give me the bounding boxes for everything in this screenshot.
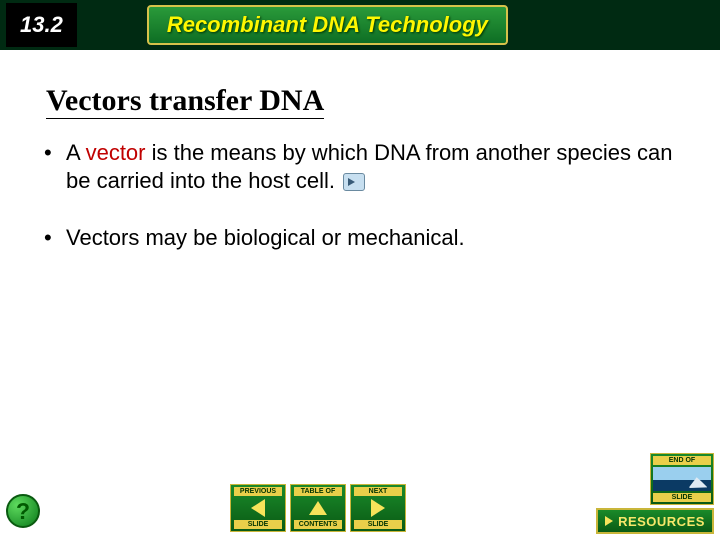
nav-label-top: NEXT <box>354 487 403 496</box>
bullet-prefix: A <box>66 140 86 165</box>
slide-content: • A vector is the means by which DNA fro… <box>44 139 676 252</box>
bullet-dot: • <box>44 224 66 252</box>
end-label-top: END OF <box>653 456 712 465</box>
nav-label-bottom: CONTENTS <box>294 520 343 529</box>
bullet-text: A vector is the means by which DNA from … <box>66 139 676 194</box>
play-icon <box>605 516 613 526</box>
nav-label-bottom: SLIDE <box>354 520 403 529</box>
arrow-up-icon <box>309 501 327 515</box>
audio-icon[interactable] <box>343 173 365 191</box>
end-of-slide-button[interactable]: END OF SLIDE <box>650 453 714 505</box>
bullet-dot: • <box>44 139 66 194</box>
next-slide-button[interactable]: NEXT SLIDE <box>350 484 406 532</box>
chapter-title: Recombinant DNA Technology <box>147 5 508 45</box>
resources-button[interactable]: RESOURCES <box>596 508 714 534</box>
table-of-contents-button[interactable]: TABLE OF CONTENTS <box>290 484 346 532</box>
help-button[interactable]: ? <box>6 494 40 528</box>
nav-center: PREVIOUS SLIDE TABLE OF CONTENTS NEXT SL… <box>230 484 406 532</box>
bullet-text: Vectors may be biological or mechanical. <box>66 224 465 252</box>
highlight-term: vector <box>86 140 146 165</box>
bullet-rest: is the means by which DNA from another s… <box>66 140 673 193</box>
previous-slide-button[interactable]: PREVIOUS SLIDE <box>230 484 286 532</box>
arrow-right-icon <box>371 499 385 517</box>
top-banner: 13.2 Recombinant DNA Technology <box>0 0 720 50</box>
section-number: 13.2 <box>6 3 77 47</box>
arrow-left-icon <box>251 499 265 517</box>
slide-title: Vectors transfer DNA <box>46 84 324 119</box>
bullet-item: • A vector is the means by which DNA fro… <box>44 139 676 194</box>
nav-label-bottom: SLIDE <box>234 520 283 529</box>
nav-label-top: PREVIOUS <box>234 487 283 496</box>
bullet-item: • Vectors may be biological or mechanica… <box>44 224 676 252</box>
resources-label: RESOURCES <box>618 514 705 529</box>
end-label-bottom: SLIDE <box>653 493 712 502</box>
footer-right: END OF SLIDE RESOURCES <box>596 453 714 534</box>
footer-bar: ? PREVIOUS SLIDE TABLE OF CONTENTS NEXT … <box>0 482 720 540</box>
nav-label-top: TABLE OF <box>294 487 343 496</box>
end-slide-thumbnail <box>653 467 712 491</box>
